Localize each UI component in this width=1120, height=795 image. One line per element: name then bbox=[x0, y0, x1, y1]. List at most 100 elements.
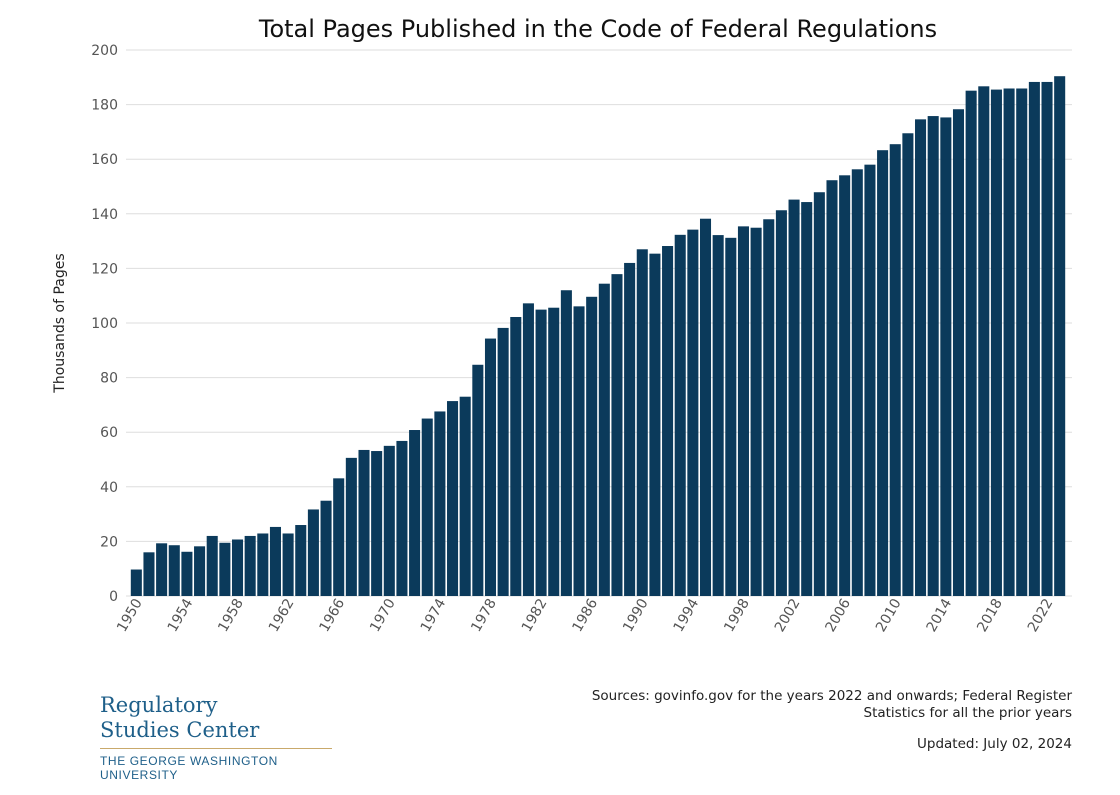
bar-1955 bbox=[194, 546, 206, 596]
bar-1982 bbox=[535, 309, 547, 596]
bar-2021 bbox=[1028, 81, 1040, 597]
x-tick-label: 2018 bbox=[974, 596, 1006, 635]
bar-2012 bbox=[915, 119, 927, 596]
bar-1973 bbox=[421, 418, 433, 596]
bar-1964 bbox=[307, 509, 319, 596]
bar-1995 bbox=[699, 218, 712, 597]
bar-1993 bbox=[674, 234, 686, 597]
bar-1963 bbox=[295, 525, 307, 596]
bar-1978 bbox=[484, 338, 497, 596]
y-tick-label: 20 bbox=[100, 534, 118, 550]
bar-1967 bbox=[345, 457, 357, 596]
bar-1999 bbox=[750, 227, 762, 596]
x-tick-label: 2022 bbox=[1025, 596, 1057, 635]
bar-1965 bbox=[320, 500, 332, 596]
bar-1953 bbox=[168, 545, 180, 596]
y-tick-label: 160 bbox=[91, 152, 118, 168]
bar-1959 bbox=[244, 535, 256, 596]
x-tick-label: 1958 bbox=[215, 596, 247, 635]
bar-1988 bbox=[611, 274, 623, 596]
bar-1956 bbox=[206, 535, 218, 596]
bar-1954 bbox=[181, 551, 193, 596]
bars bbox=[130, 76, 1066, 597]
bar-1991 bbox=[649, 253, 661, 596]
bar-1986 bbox=[586, 296, 598, 596]
chart-svg: Total Pages Published in the Code of Fed… bbox=[52, 15, 1072, 635]
bar-1972 bbox=[409, 430, 421, 596]
bar-2016 bbox=[965, 90, 977, 596]
bar-2018 bbox=[990, 89, 1002, 597]
bar-1989 bbox=[624, 262, 636, 596]
bar-1961 bbox=[269, 526, 281, 596]
bar-2017 bbox=[978, 86, 990, 597]
y-tick-label: 0 bbox=[109, 589, 118, 605]
x-tick-label: 1986 bbox=[569, 596, 601, 635]
logo-line-1: Regulatory bbox=[100, 693, 218, 717]
bar-1952 bbox=[156, 543, 168, 596]
y-tick-label: 180 bbox=[91, 98, 118, 114]
x-tick-label: 2010 bbox=[873, 596, 905, 635]
bar-1996 bbox=[712, 235, 724, 596]
bar-2001 bbox=[775, 210, 787, 596]
x-tick-label: 1994 bbox=[671, 596, 703, 635]
bar-1976 bbox=[459, 396, 471, 596]
bar-1975 bbox=[447, 401, 459, 596]
updated-date: Updated: July 02, 2024 bbox=[917, 736, 1072, 752]
bar-1950 bbox=[130, 569, 142, 596]
bar-1971 bbox=[396, 440, 408, 596]
bar-2010 bbox=[889, 144, 901, 596]
bar-1979 bbox=[497, 327, 509, 596]
bar-2019 bbox=[1003, 88, 1015, 597]
bar-1957 bbox=[219, 542, 231, 596]
bar-1969 bbox=[371, 451, 383, 596]
y-tick-label: 120 bbox=[91, 261, 118, 277]
bar-2009 bbox=[877, 150, 889, 597]
y-axis-label: Thousands of Pages bbox=[52, 253, 68, 393]
bar-2008 bbox=[864, 164, 876, 596]
x-tick-label: 1990 bbox=[620, 596, 652, 635]
x-tick-label: 1974 bbox=[418, 596, 450, 635]
x-tick-label: 2002 bbox=[772, 596, 804, 635]
bar-1987 bbox=[598, 283, 610, 596]
bar-1994 bbox=[687, 229, 699, 596]
bar-1962 bbox=[282, 533, 294, 596]
y-tick-label: 100 bbox=[91, 316, 118, 332]
bar-2007 bbox=[851, 169, 863, 596]
logo-line-2: Studies Center bbox=[100, 718, 260, 742]
bar-1997 bbox=[725, 237, 737, 596]
logo-divider bbox=[100, 748, 332, 749]
bar-2022 bbox=[1041, 81, 1053, 597]
bar-1951 bbox=[143, 552, 155, 596]
sources-note: Sources: govinfo.gov for the years 2022 … bbox=[591, 688, 1072, 721]
x-axis-ticks: 1950 1954 1958 1962 1966 1970 1974 1978 1982 1986… bbox=[114, 596, 1056, 635]
bar-1974 bbox=[434, 411, 446, 596]
bar-1981 bbox=[522, 303, 534, 596]
bar-1960 bbox=[257, 533, 269, 596]
x-tick-label: 1954 bbox=[165, 596, 197, 635]
bar-1984 bbox=[560, 290, 572, 596]
bar-2005 bbox=[826, 180, 838, 596]
bar-1968 bbox=[358, 449, 370, 596]
bar-2020 bbox=[1016, 88, 1028, 597]
y-axis-ticks: 0 20 40 60 80 100 120 140 160 180 200 bbox=[91, 43, 118, 605]
bar-2023 bbox=[1054, 76, 1066, 596]
x-tick-label: 1978 bbox=[468, 596, 500, 635]
bar-2014 bbox=[940, 117, 952, 596]
regulatory-studies-center-logo: Regulatory Studies Center THE GEORGE WAS… bbox=[100, 693, 336, 782]
x-tick-label: 2014 bbox=[924, 596, 956, 635]
bar-1990 bbox=[636, 249, 648, 597]
bar-2011 bbox=[902, 133, 914, 596]
x-tick-label: 1982 bbox=[519, 596, 551, 635]
chart-title: Total Pages Published in the Code of Fed… bbox=[258, 15, 937, 43]
bar-2013 bbox=[927, 116, 939, 596]
bar-1983 bbox=[548, 307, 560, 596]
y-tick-label: 60 bbox=[100, 425, 118, 441]
bar-1985 bbox=[573, 306, 585, 596]
y-tick-label: 140 bbox=[91, 207, 118, 223]
bar-1998 bbox=[737, 226, 749, 596]
chart: Total Pages Published in the Code of Fed… bbox=[52, 15, 1072, 635]
y-tick-label: 80 bbox=[100, 371, 118, 387]
x-tick-label: 1962 bbox=[266, 596, 298, 635]
x-tick-label: 1998 bbox=[721, 596, 753, 635]
bar-1970 bbox=[383, 445, 395, 596]
